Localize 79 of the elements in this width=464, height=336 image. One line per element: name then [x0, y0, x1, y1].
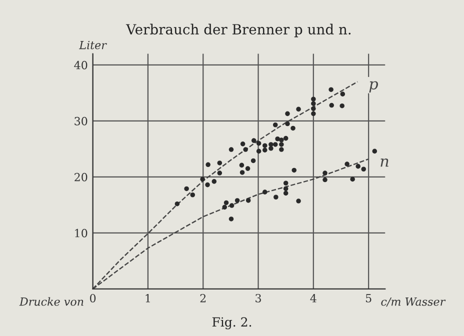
- point: [292, 168, 297, 173]
- caption: Fig. 2.: [212, 317, 252, 330]
- text: Drucke von: [19, 297, 84, 306]
- point: [205, 182, 210, 188]
- point: [222, 204, 228, 210]
- x-tick-label: 2: [200, 294, 206, 302]
- point: [283, 190, 288, 196]
- chart-title: Verbrauch der Brenner p und n.: [126, 24, 351, 38]
- point: [356, 164, 360, 169]
- x-axis-title: c/m Wasser: [381, 298, 446, 307]
- point: [283, 186, 288, 192]
- point: [262, 148, 268, 152]
- point: [224, 200, 229, 206]
- point: [285, 121, 290, 126]
- point: [234, 198, 240, 203]
- point: [290, 126, 296, 131]
- point: [256, 148, 262, 154]
- point: [190, 192, 196, 198]
- y-tick-label: 40: [74, 60, 88, 70]
- point: [240, 142, 246, 146]
- point: [239, 162, 244, 168]
- y-tick-label: 30: [74, 116, 88, 126]
- point: [229, 203, 234, 208]
- point: [212, 179, 217, 184]
- point: [279, 147, 284, 152]
- x-tick-label: 4: [310, 294, 316, 302]
- point: [228, 216, 234, 222]
- point: [283, 136, 288, 141]
- point: [228, 147, 234, 152]
- point: [296, 106, 301, 112]
- point: [322, 170, 328, 176]
- point: [184, 186, 189, 192]
- y-axis-title: Liter: [78, 40, 107, 50]
- series-label: p: [369, 81, 378, 93]
- point: [296, 198, 301, 204]
- point: [275, 136, 280, 142]
- point: [217, 170, 222, 176]
- y-tick-label: 20: [74, 172, 88, 182]
- point: [245, 166, 250, 171]
- x-tick-label: 0: [90, 294, 96, 302]
- point: [311, 96, 316, 102]
- point: [311, 101, 316, 106]
- point: [243, 147, 248, 152]
- point: [262, 190, 268, 194]
- point: [329, 102, 334, 108]
- x-tick-label: 1: [146, 294, 150, 302]
- point: [268, 142, 274, 147]
- point: [250, 158, 256, 164]
- point: [217, 160, 222, 166]
- point: [251, 138, 256, 143]
- point: [268, 146, 274, 151]
- point: [206, 162, 210, 168]
- point: [200, 176, 205, 182]
- series-label: n: [380, 158, 388, 167]
- point: [344, 162, 350, 166]
- point: [240, 170, 245, 175]
- x-tick-label: 3: [256, 294, 261, 302]
- point: [279, 142, 284, 147]
- point: [340, 103, 344, 108]
- point: [274, 194, 278, 200]
- x-tick-label: 5: [366, 294, 372, 302]
- point: [372, 148, 378, 154]
- point: [262, 143, 268, 148]
- point: [311, 111, 316, 116]
- y-tick-label: 10: [75, 228, 88, 238]
- point: [272, 122, 278, 128]
- point: [174, 201, 180, 206]
- point: [272, 142, 278, 147]
- point: [246, 198, 251, 203]
- point: [311, 106, 316, 112]
- point: [350, 176, 355, 182]
- point: [328, 87, 334, 92]
- point: [340, 92, 346, 96]
- point: [361, 166, 366, 172]
- point: [283, 180, 288, 186]
- point: [279, 138, 284, 142]
- point: [322, 177, 328, 182]
- point: [285, 111, 290, 116]
- point: [256, 140, 262, 146]
